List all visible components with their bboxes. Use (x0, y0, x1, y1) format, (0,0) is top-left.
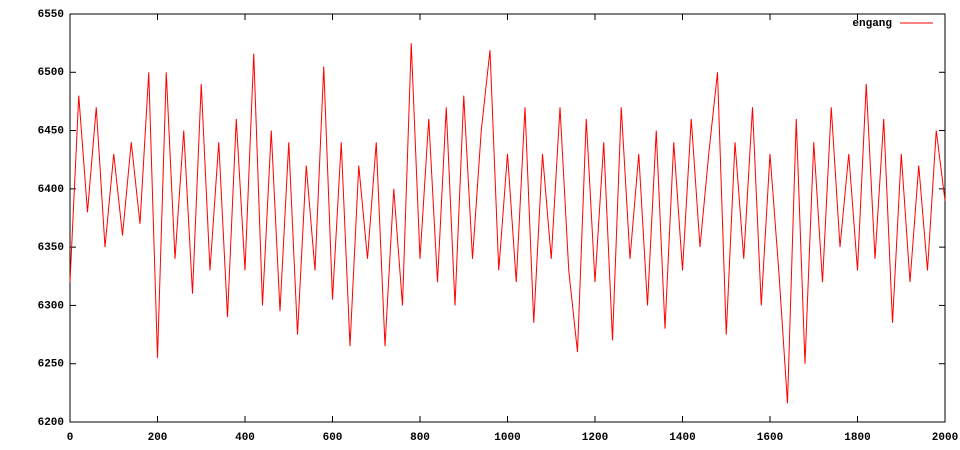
legend-label: engang (852, 18, 892, 30)
y-tick-label: 6400 (38, 184, 64, 196)
y-tick-label: 6450 (38, 125, 64, 137)
y-tick-label: 6350 (38, 242, 64, 254)
x-tick-label: 200 (148, 432, 168, 444)
x-tick-label: 1800 (844, 432, 870, 444)
y-tick-label: 6550 (38, 9, 64, 21)
x-tick-label: 1000 (494, 432, 520, 444)
y-tick-label: 6500 (38, 67, 64, 79)
x-tick-label: 1600 (757, 432, 783, 444)
plot-border (69, 13, 946, 423)
x-tick-label: 800 (410, 432, 430, 444)
y-tick-label: 6250 (38, 359, 64, 371)
x-tick-label: 600 (323, 432, 343, 444)
x-tick-label: 2000 (932, 432, 958, 444)
y-tick-label: 6200 (38, 417, 64, 429)
y-tick-label: 6300 (38, 300, 64, 312)
x-tick-label: 400 (235, 432, 255, 444)
x-tick-label: 1200 (582, 432, 608, 444)
x-tick-label: 1400 (669, 432, 695, 444)
data-line (69, 43, 946, 404)
x-tick-label: 0 (67, 432, 74, 444)
